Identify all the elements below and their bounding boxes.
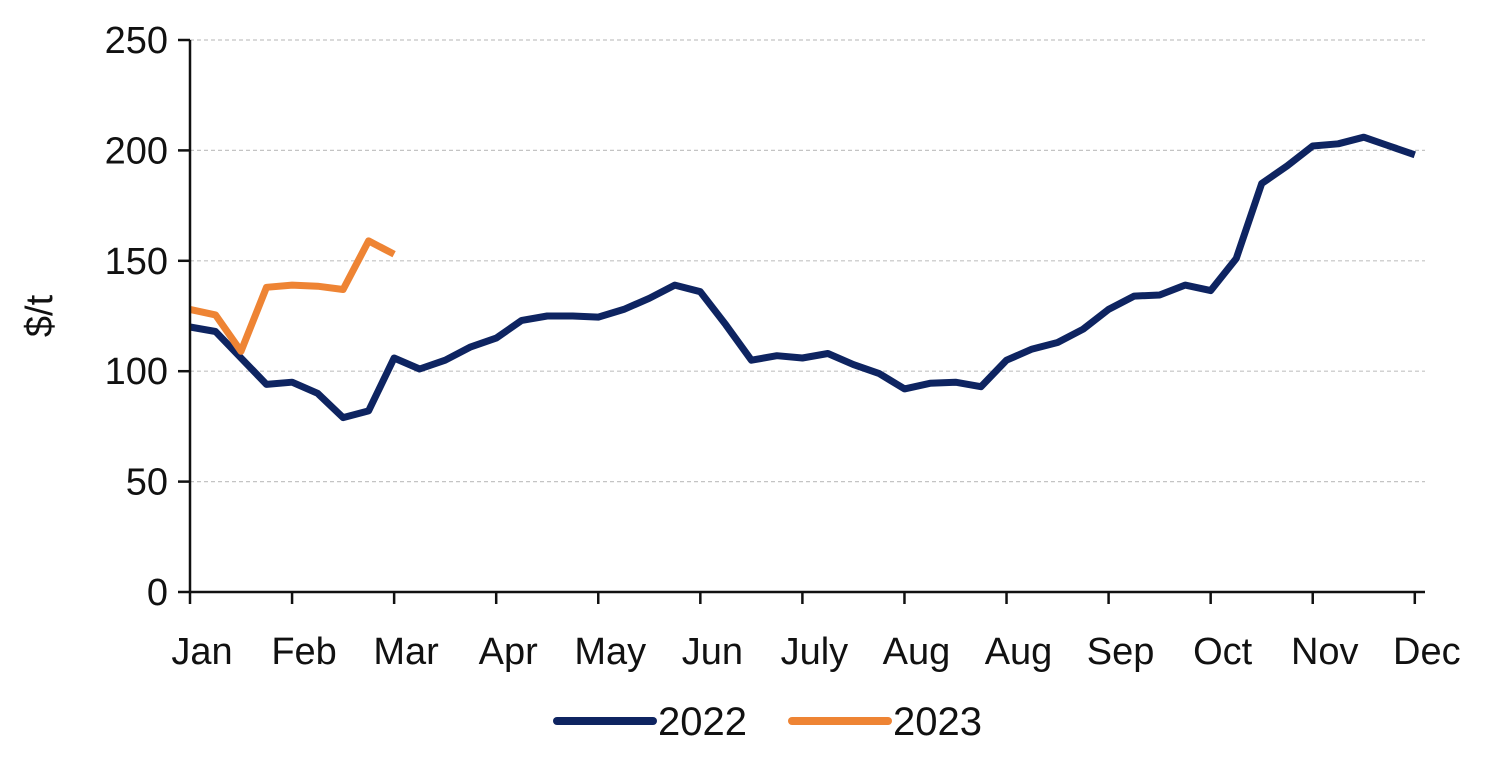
- series-layer: [189, 133, 1416, 422]
- y-tick-labels: 0 50 100 150 200 250: [105, 20, 168, 614]
- y-tick-label: 250: [105, 20, 168, 62]
- x-tick-label: Oct: [1193, 631, 1253, 673]
- x-tick-label: Apr: [479, 631, 538, 673]
- x-tick-labels: Jan Feb Mar Apr May Jun July Aug Aug Sep Oct Nov Dec: [171, 631, 1460, 673]
- legend-item-2023: 2023: [788, 700, 982, 744]
- legend-label: 2022: [658, 700, 747, 744]
- y-axis-title: $/t: [19, 294, 61, 337]
- x-tick-label: Sep: [1087, 631, 1155, 673]
- y-tick-label: 50: [126, 462, 168, 504]
- series-line-2022: [189, 133, 1416, 422]
- axes: [178, 38, 1425, 604]
- y-tick-label: 150: [105, 241, 168, 283]
- legend: 2022 2023: [553, 700, 982, 744]
- x-tick-label: Jan: [171, 631, 232, 673]
- x-tick-label: Nov: [1291, 631, 1359, 673]
- x-tick-label: Dec: [1393, 631, 1461, 673]
- x-tick-label: Feb: [271, 631, 336, 673]
- series-line-2023: [189, 237, 396, 355]
- y-tick-label: 100: [105, 351, 168, 393]
- y-tick-label: 0: [147, 572, 168, 614]
- y-tick-label: 200: [105, 130, 168, 172]
- x-tick-label: Aug: [985, 631, 1053, 673]
- gridlines: [190, 39, 1425, 483]
- x-tick-label: Jun: [682, 631, 743, 673]
- legend-label: 2023: [893, 700, 982, 744]
- legend-item-2022: 2022: [553, 700, 747, 744]
- x-tick-label: May: [574, 631, 646, 673]
- x-tick-label: Mar: [373, 631, 439, 673]
- x-tick-label: Aug: [883, 631, 951, 673]
- x-tick-label: July: [781, 631, 849, 673]
